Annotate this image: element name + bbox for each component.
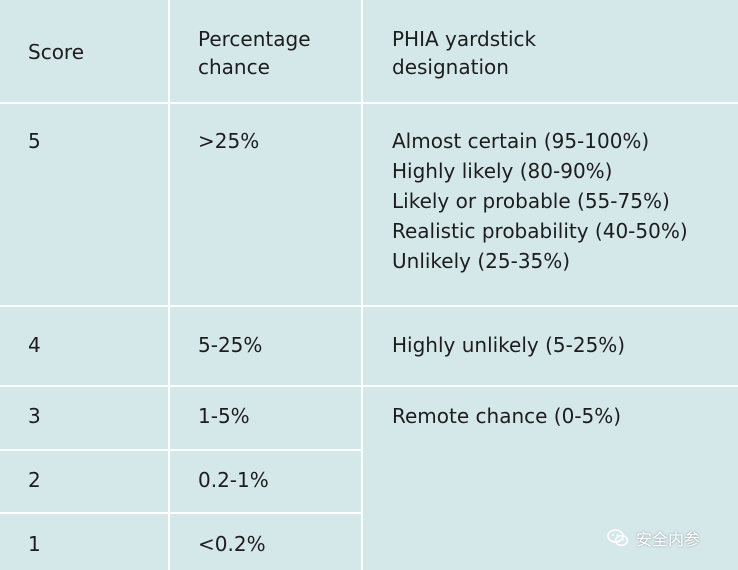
row-3-percentage: 1-5% (198, 404, 250, 428)
row-3-phia: Remote chance (0-5%) (392, 404, 622, 428)
wechat-icon (607, 529, 629, 547)
row-2-score: 2 (28, 468, 41, 492)
column-divider (361, 0, 363, 570)
row-5-percentage: >25% (198, 129, 260, 153)
column-divider (168, 0, 170, 570)
row-3-score: 3 (28, 404, 41, 428)
row-4-percentage: 5-25% (198, 333, 263, 357)
row-5-score: 5 (28, 129, 41, 153)
row-2-percentage: 0.2-1% (198, 468, 269, 492)
row-divider (0, 449, 362, 451)
row-divider (0, 305, 738, 307)
watermark-text: 安全内参 (636, 530, 701, 549)
row-1-score: 1 (28, 532, 41, 556)
header-score: Score (28, 40, 85, 64)
row-4-score: 4 (28, 333, 41, 357)
header-phia-designation: PHIA yardstick designation (392, 27, 537, 79)
row-divider (0, 385, 738, 387)
row-divider (0, 512, 362, 514)
row-divider (0, 102, 738, 104)
header-percentage-chance: Percentage chance (198, 27, 311, 79)
watermark: 安全内参 (606, 525, 700, 551)
row-4-phia: Highly unlikely (5-25%) (392, 333, 626, 357)
row-1-percentage: <0.2% (198, 532, 266, 556)
row-5-phia: Almost certain (95-100%) Highly likely (… (392, 129, 688, 273)
